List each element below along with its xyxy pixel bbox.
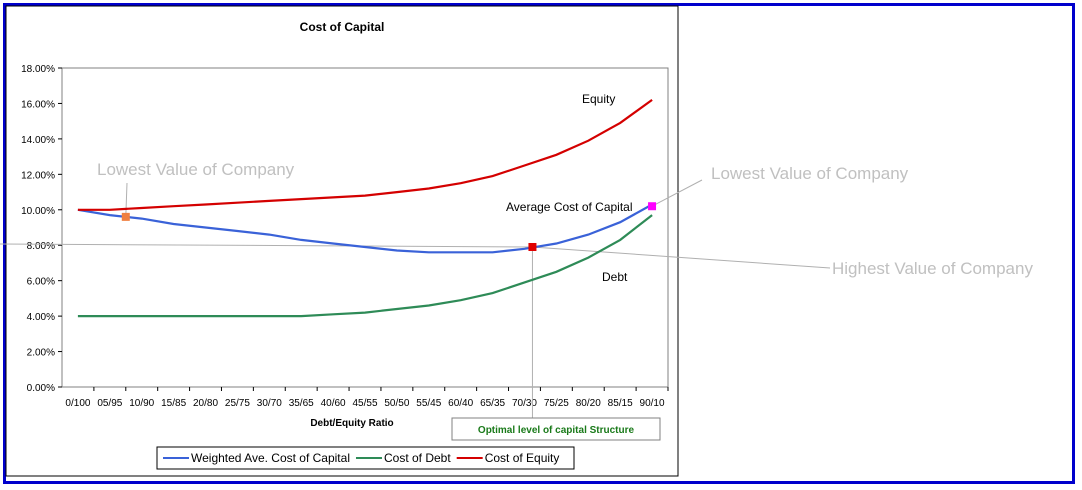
y-tick-label: 12.00% [21,170,55,181]
equity-label: Equity [582,92,615,106]
x-tick-label: 05/95 [97,398,122,409]
debt-label: Debt [602,270,628,284]
x-tick-label: 25/75 [225,398,250,409]
x-tick-label: 40/60 [321,398,346,409]
legend-entry: Weighted Ave. Cost of Capital [191,451,350,465]
legend-entry: Cost of Equity [485,451,560,465]
x-tick-label: 60/40 [448,398,473,409]
data-marker [528,242,537,251]
y-tick-label: 6.00% [27,277,55,288]
data-marker [121,212,130,221]
annotation-lowest-right: Lowest Value of Company [711,164,909,183]
x-tick-label: 80/20 [576,398,601,409]
chart-title: Cost of Capital [300,20,385,34]
wacc-line [77,203,653,254]
x-axis-label: Debt/Equity Ratio [310,418,393,429]
y-tick-label: 0.00% [27,383,55,394]
annotation-leader-line [0,243,533,248]
y-tick-label: 8.00% [27,241,55,252]
annotation-leader-line [651,179,703,207]
plot-area [61,67,669,388]
debt-line [77,214,653,318]
x-tick-label: 0/100 [65,398,90,409]
x-tick-label: 30/70 [257,398,282,409]
x-tick-label: 70/30 [512,398,537,409]
x-tick-label: 55/45 [416,398,441,409]
x-tick-label: 75/25 [544,398,569,409]
x-tick-label: 65/35 [480,398,505,409]
y-tick-label: 14.00% [21,135,55,146]
y-tick-label: 16.00% [21,99,55,110]
x-tick-label: 20/80 [193,398,218,409]
y-tick-label: 18.00% [21,64,55,75]
x-tick-label: 90/10 [640,398,665,409]
equity-line [77,99,653,211]
annotation-highest: Highest Value of Company [832,259,1033,278]
x-tick-label: 50/50 [384,398,409,409]
y-tick-label: 2.00% [27,348,55,359]
x-tick-label: 10/90 [129,398,154,409]
optimal-box [451,417,661,441]
legend-entry: Cost of Debt [384,451,451,465]
x-tick-label: 45/55 [352,398,377,409]
x-tick-label: 15/85 [161,398,186,409]
y-tick-label: 10.00% [21,206,55,217]
annotation-lowest-left: Lowest Value of Company [97,160,295,179]
annotation-leader-line [532,246,831,269]
annotation-optimal: Optimal level of capital Structure [478,425,635,436]
wacc-label: Average Cost of Capital [506,200,633,214]
annotation-leader-line [125,182,128,217]
x-tick-label: 85/15 [608,398,633,409]
x-tick-label: 35/65 [289,398,314,409]
data-marker [648,202,657,211]
y-tick-label: 4.00% [27,312,55,323]
